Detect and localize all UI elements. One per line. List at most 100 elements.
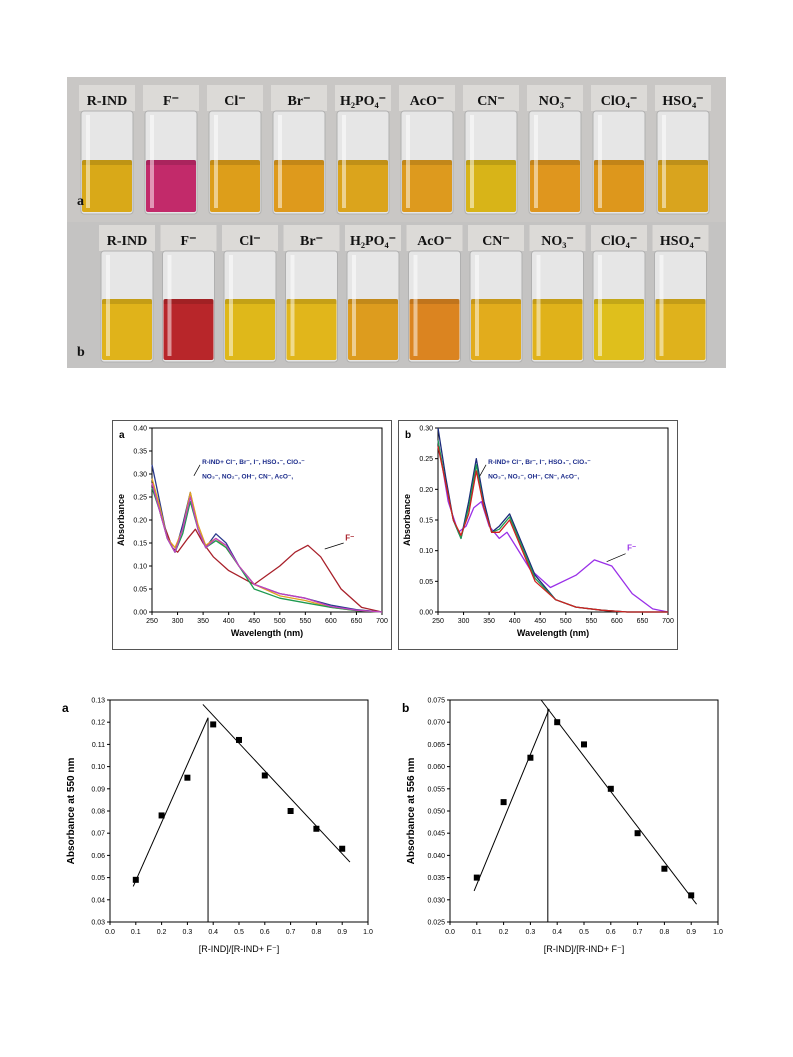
data-point [688, 892, 695, 899]
y-tick-label: 0.10 [91, 764, 105, 771]
x-tick-label: 700 [376, 618, 388, 625]
photo-panel-label-b: b [77, 345, 85, 360]
vial-meniscus [286, 299, 337, 304]
y-tick-label: 0.06 [91, 853, 105, 860]
vial-glare [598, 115, 602, 208]
y-tick-label: 0.13 [91, 698, 105, 705]
vial-label: CN⁻ [477, 94, 505, 109]
f-ion-label: F⁻ [627, 544, 636, 553]
x-tick-label: 250 [146, 618, 158, 625]
vial-glare [290, 255, 295, 356]
vial-meniscus [348, 299, 398, 304]
y-tick-label: 0.20 [419, 487, 433, 494]
vial-meniscus [466, 160, 516, 165]
vial-label: H₂PO₄⁻ [350, 234, 396, 249]
data-point [184, 774, 191, 781]
data-point [313, 825, 320, 832]
y-tick-label: 0.30 [419, 426, 433, 433]
job-plot-panel-a: 0.0 0.1 0.2 0.3 0.4 0.5 0.6 0.7 0.8 0.9 1.0 0.03 0.0… [62, 698, 373, 955]
y-tick-label: 0.40 [133, 426, 147, 433]
vial-solution [348, 299, 398, 360]
vial-solution [530, 160, 580, 212]
f-ion-label: F⁻ [345, 534, 354, 543]
fit-line [202, 704, 351, 863]
vial-meniscus [163, 299, 214, 304]
photo-panel-label-a: a [77, 194, 84, 209]
vial-meniscus [658, 160, 708, 165]
vial-label: NO₃⁻ [541, 234, 574, 249]
x-tick-label: 300 [458, 618, 470, 625]
vial-label-card [527, 85, 583, 111]
vial-solution [532, 299, 583, 360]
vial-label-card [79, 85, 135, 111]
y-tick-label: 0.035 [427, 875, 445, 882]
y-tick-label: 0.04 [91, 897, 105, 904]
vial-solution [146, 160, 196, 212]
y-tick-label: 0.09 [91, 786, 105, 793]
x-tick-label: 400 [223, 618, 235, 625]
vial-meniscus [402, 160, 452, 165]
fit-line [540, 699, 697, 905]
annotation-arrow [193, 464, 201, 477]
panel-letter: b [402, 701, 409, 715]
x-tick-label: 600 [611, 618, 623, 625]
data-point [634, 830, 641, 837]
x-axis-label: Wavelength (nm) [231, 628, 303, 638]
spectrum-line [437, 446, 668, 613]
vial-solution [655, 299, 706, 360]
vial-meniscus [409, 299, 460, 304]
x-tick-label: 500 [560, 618, 572, 625]
y-tick-label: 0.050 [427, 809, 445, 816]
vial-meniscus [532, 299, 583, 304]
x-tick-label: 0.7 [633, 929, 643, 936]
y-tick-label: 0.05 [91, 875, 105, 882]
vial-glare [534, 115, 538, 208]
panel-letter: a [62, 701, 69, 715]
y-tick-label: 0.10 [419, 548, 433, 555]
vial-solution [471, 299, 521, 360]
vial-glare [470, 115, 474, 208]
vial-glare [659, 255, 664, 356]
vial-meniscus [225, 299, 275, 304]
data-point [287, 808, 294, 814]
vial-solution [210, 160, 260, 212]
vial-label-card [160, 225, 217, 251]
vial-photograph: R-IND F⁻ Cl⁻ Br⁻ H₂PO₄⁻ AcO⁻ CN⁻ NO₃⁻ ClO₄⁻ HSO₄⁻… [67, 77, 726, 368]
vial-label-card [99, 225, 155, 251]
vial-solution [594, 299, 644, 360]
vial-row-a: R-IND F⁻ Cl⁻ Br⁻ H₂PO₄⁻ AcO⁻ CN⁻ NO₃⁻ ClO₄⁻ HSO₄⁻ [79, 85, 711, 215]
vial-label: HSO₄⁻ [662, 94, 703, 109]
plot-area [109, 699, 369, 923]
y-tick-label: 0.11 [92, 742, 105, 749]
vial-glare [662, 115, 666, 208]
y-tick-label: 0.055 [427, 786, 445, 793]
vial-meniscus [146, 160, 196, 165]
data-point [132, 876, 139, 883]
x-tick-label: 0.5 [234, 929, 244, 936]
vial-solution [163, 299, 214, 360]
x-tick-label: 0.9 [337, 929, 347, 936]
vial-label-card [468, 225, 524, 251]
vial-solution [338, 160, 388, 212]
x-tick-label: 0.8 [312, 929, 322, 936]
data-point [661, 865, 668, 872]
x-tick-label: 350 [483, 618, 495, 625]
x-tick-label: 0.0 [445, 929, 455, 936]
data-point [527, 754, 534, 761]
x-tick-label: 0.7 [286, 929, 296, 936]
data-point [554, 719, 561, 726]
y-tick-label: 0.045 [427, 831, 445, 838]
vial-glare [342, 115, 346, 208]
vial-glare [413, 255, 418, 356]
data-point [473, 874, 480, 881]
vial-meniscus [102, 299, 152, 304]
vial-label-card [271, 85, 327, 111]
x-tick-label: 700 [662, 618, 674, 625]
vial-solution [658, 160, 708, 212]
vial-glare [475, 255, 479, 356]
vial-solution [225, 299, 275, 360]
panel-frame [112, 420, 392, 650]
vial-meniscus [82, 160, 132, 165]
y-tick-label: 0.025 [427, 920, 445, 927]
x-tick-label: 350 [197, 618, 209, 625]
